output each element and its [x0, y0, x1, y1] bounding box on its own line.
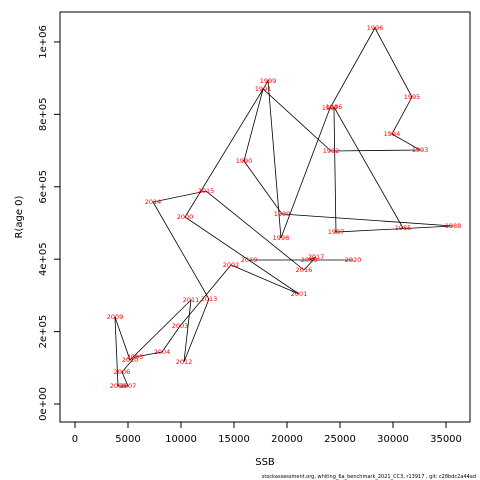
x-tick-label: 5000 — [115, 434, 140, 445]
x-tick-label: 0 — [72, 434, 78, 445]
connecting-line — [114, 27, 454, 387]
y-axis-label: R(age 0) — [14, 195, 25, 238]
x-axis-label: SSB — [255, 457, 275, 468]
point-label: 1993 — [412, 146, 429, 154]
x-tick-label: 15000 — [218, 434, 250, 445]
point-label: 2020 — [345, 256, 362, 264]
point-label: 2012 — [176, 358, 193, 366]
y-tick-label: 0e+00 — [38, 387, 49, 421]
point-label: 2009 — [107, 313, 124, 321]
point-label: 2018 — [301, 256, 318, 264]
point-label: 1996 — [367, 24, 384, 32]
point-label: 1998 — [273, 234, 290, 242]
point-label: 1995 — [404, 93, 421, 101]
point-label: 1985 — [395, 224, 412, 232]
point-label: 1990 — [236, 157, 253, 165]
y-tick-label: 8e+05 — [38, 98, 49, 132]
caption: stockassessment.org, whiting_6a_benchmar… — [262, 474, 476, 480]
point-label: 2010 — [122, 356, 139, 364]
point-label: 2000 — [177, 213, 194, 221]
point-label: 1994 — [384, 130, 401, 138]
point-label: 1989 — [274, 210, 291, 218]
point-label: 2013 — [201, 295, 218, 303]
point-label: 2002 — [223, 261, 240, 269]
y-tick-label: 4e+05 — [38, 242, 49, 276]
point-label: 2007 — [120, 382, 137, 390]
point-label: 1988 — [445, 222, 462, 230]
point-label: 1999 — [260, 77, 277, 85]
y-tick-label: 1e+06 — [38, 25, 49, 59]
x-tick-label: 30000 — [377, 434, 409, 445]
x-tick-label: 20000 — [271, 434, 303, 445]
point-label: 2001 — [291, 290, 308, 298]
x-tick-label: 10000 — [165, 434, 197, 445]
y-tick-label: 6e+05 — [38, 170, 49, 204]
point-label: 2017 — [308, 253, 325, 261]
point-label: 1997 — [322, 104, 339, 112]
point-label: 2011 — [183, 296, 200, 304]
y-tick-label: 2e+05 — [38, 315, 49, 349]
point-label: 2014 — [145, 198, 162, 206]
point-label: 2016 — [296, 266, 313, 274]
x-tick-label: 25000 — [324, 434, 356, 445]
point-label: 2004 — [154, 348, 171, 356]
point-label: 2015 — [198, 187, 215, 195]
point-label: 2008 — [110, 382, 127, 390]
point-label: 2019 — [241, 256, 258, 264]
point-label: 2006 — [114, 368, 131, 376]
point-label: 2005 — [127, 353, 144, 361]
x-tick-label: 35000 — [430, 434, 462, 445]
point-label: 1991 — [255, 85, 272, 93]
point-label: 1986 — [326, 103, 343, 111]
point-label: 1987 — [328, 228, 345, 236]
point-label: 1992 — [323, 147, 340, 155]
point-label: 2003 — [172, 322, 189, 330]
